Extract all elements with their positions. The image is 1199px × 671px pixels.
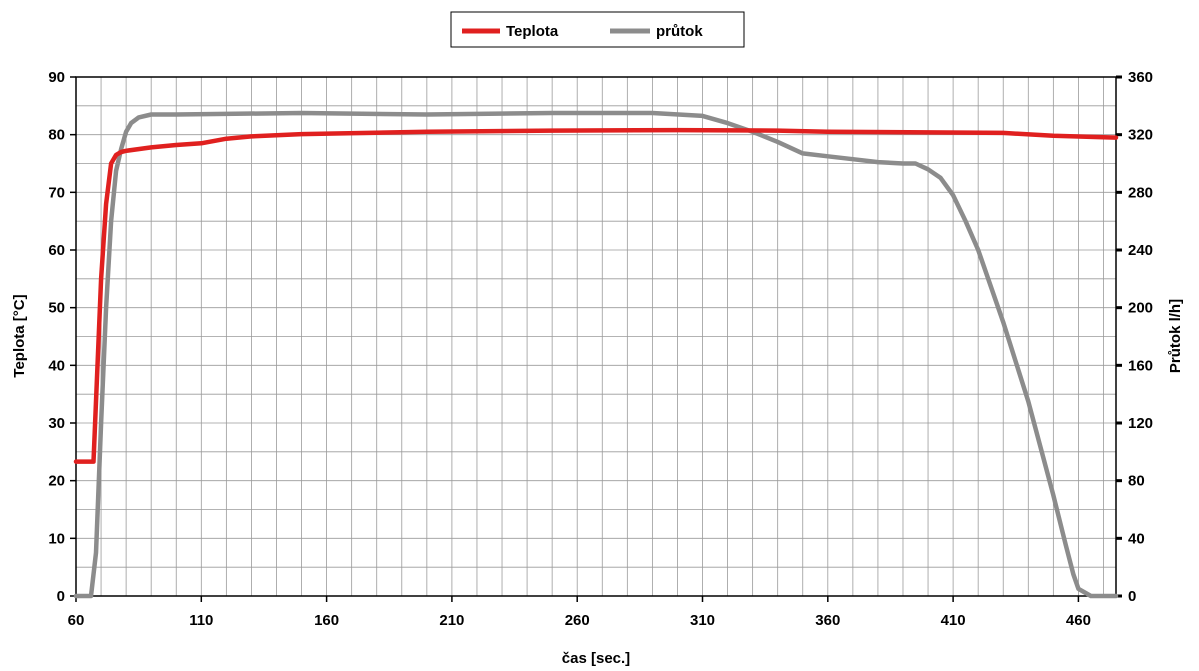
y-right-tick-label: 320 bbox=[1128, 127, 1153, 144]
x-tick-label: 210 bbox=[439, 612, 464, 629]
y-left-tick-label: 80 bbox=[48, 127, 65, 144]
series-lines bbox=[73, 110, 1119, 599]
legend: Teplota průtok bbox=[450, 11, 745, 48]
y-right-tick-label: 120 bbox=[1128, 415, 1153, 432]
y-right-tick-label: 160 bbox=[1128, 357, 1153, 374]
series-line-prutok bbox=[73, 110, 1119, 599]
x-axis-title: čas [sec.] bbox=[562, 650, 630, 667]
y-left-tick-label: 30 bbox=[48, 415, 65, 432]
legend-label-teplota: Teplota bbox=[506, 23, 559, 40]
y-left-tick-label: 60 bbox=[48, 242, 65, 259]
y-left-tick-label: 90 bbox=[48, 69, 65, 86]
axis-ticks: 60 110 160 210 260 310 360 410 460 0 10 20 30 40 50 60 7… bbox=[48, 69, 1153, 629]
y-left-tick-label: 40 bbox=[48, 357, 65, 374]
x-tick-label: 310 bbox=[690, 612, 715, 629]
y-right-tick-label: 40 bbox=[1128, 530, 1145, 547]
y-right-tick-label: 360 bbox=[1128, 69, 1153, 86]
y-right-tick-label: 80 bbox=[1128, 473, 1145, 490]
y-left-tick-label: 20 bbox=[48, 473, 65, 490]
x-tick-label: 410 bbox=[941, 612, 966, 629]
series-line-teplota bbox=[73, 127, 1119, 464]
y-axis-right-title: Průtok l/h] bbox=[1167, 299, 1184, 373]
x-tick-label: 160 bbox=[314, 612, 339, 629]
x-tick-label: 110 bbox=[189, 612, 213, 629]
x-tick-label: 360 bbox=[815, 612, 840, 629]
y-left-tick-label: 10 bbox=[48, 530, 65, 547]
y-left-tick-label: 0 bbox=[57, 588, 65, 605]
y-right-tick-label: 240 bbox=[1128, 242, 1153, 259]
y-axis-left-title: Teplota [°C] bbox=[11, 294, 28, 377]
plot-area-frame bbox=[75, 76, 1117, 597]
x-tick-label: 460 bbox=[1066, 612, 1091, 629]
y-left-tick-label: 70 bbox=[48, 184, 65, 201]
x-tick-label: 260 bbox=[565, 612, 590, 629]
y-right-tick-label: 0 bbox=[1128, 588, 1136, 605]
legend-label-prutok: průtok bbox=[656, 23, 703, 40]
grid-lines bbox=[75, 76, 1116, 597]
x-tick-label: 60 bbox=[68, 612, 85, 629]
y-right-tick-label: 280 bbox=[1128, 184, 1153, 201]
y-left-tick-label: 50 bbox=[48, 300, 65, 317]
y-right-tick-label: 200 bbox=[1128, 300, 1153, 317]
